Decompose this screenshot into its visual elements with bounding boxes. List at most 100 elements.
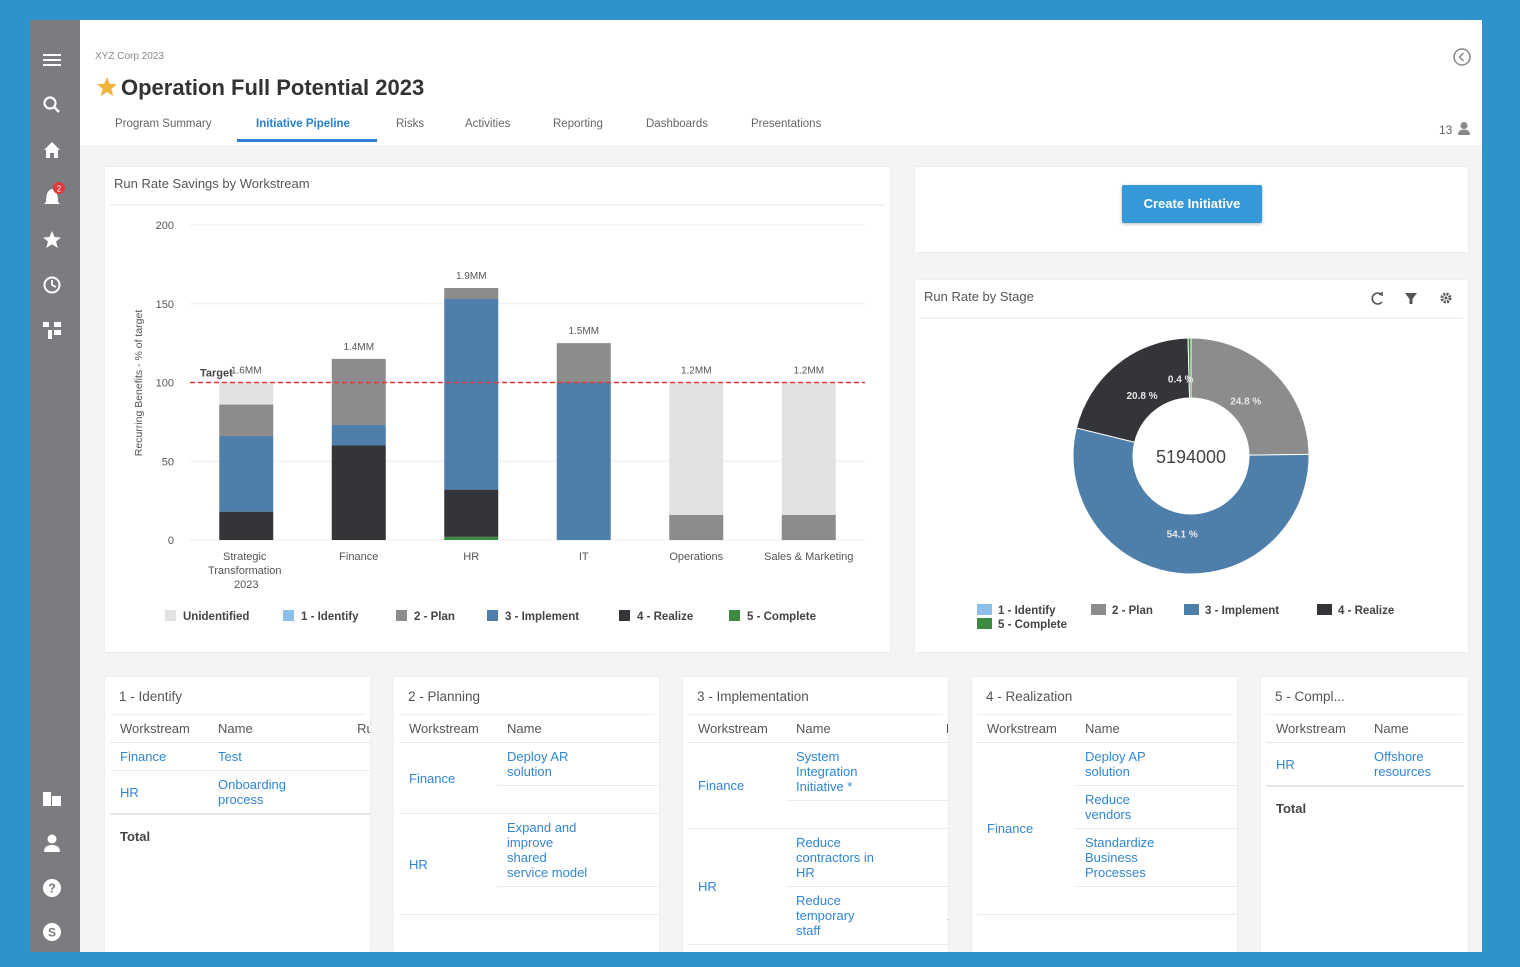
subtotal-cell: 156,0 [886, 800, 948, 829]
header-row: WorkstreamNameRun Ra [688, 715, 948, 743]
user-icon[interactable] [44, 834, 60, 853]
header-row: WorkstreamNameRun Rate [110, 715, 370, 743]
subtotal-cell: 500, [597, 785, 659, 814]
table-title: 5 - Compl... [1266, 677, 1463, 715]
value-cell: 86, [597, 813, 659, 887]
data-row: Standardize Business Processes480,0 [977, 828, 1237, 887]
page-title: Operation Full Potential 2023 [121, 75, 425, 100]
column-header[interactable]: Name [1364, 715, 1464, 743]
column-header[interactable]: Name [786, 715, 886, 743]
table-title: 1 - Identify [110, 677, 365, 715]
sidebar-icons: 2 ? S [43, 54, 65, 941]
data-row: Reduce temporary staff1,440,0 [688, 886, 948, 945]
table-panel: 3 - ImplementationWorkstreamNameRun RaFi… [683, 677, 948, 952]
empty-cell [497, 886, 597, 915]
subtotal-cell: 86, [597, 886, 659, 915]
name-link[interactable]: Reduce contractors in HR [786, 828, 886, 887]
total-cell: Total [1266, 785, 1464, 822]
subtotal-row: 720,0 [977, 886, 1237, 915]
value-cell [308, 742, 370, 771]
value-cell: 480,0 [1175, 828, 1237, 887]
favorites-icon[interactable] [43, 231, 61, 248]
name-link[interactable]: Test [208, 742, 308, 771]
workstream-cell: Finance [399, 742, 497, 814]
workstream-cell: Finance [688, 742, 786, 829]
tab[interactable]: Initiative Pipeline [256, 118, 350, 130]
value-cell: 156,0 [886, 742, 948, 801]
search-icon[interactable] [43, 96, 60, 113]
column-header[interactable]: Workstream [977, 715, 1075, 743]
value-cell: 120,0 [1175, 785, 1237, 829]
bar-chart-panel [105, 167, 890, 652]
header-row: Workstream Name [1266, 715, 1468, 743]
column-header[interactable]: Workstream [1266, 715, 1364, 743]
name-link[interactable]: Reduce vendors [1075, 785, 1175, 829]
column-header[interactable]: Name [497, 715, 597, 743]
badge-count: 2 [57, 185, 62, 194]
total-cell: Total [110, 813, 370, 850]
home-icon[interactable] [44, 142, 60, 158]
column-header[interactable]: Run I [597, 715, 659, 743]
tab[interactable]: Reporting [553, 118, 603, 130]
column-header[interactable]: Workstream [110, 715, 208, 743]
company-name: XYZ Corp 2023 [95, 51, 164, 62]
empty-cell [1075, 886, 1175, 915]
menu-icon[interactable] [43, 54, 61, 66]
create-initiative-button[interactable]: Create Initiative [1122, 185, 1262, 223]
app-icon[interactable]: S [43, 923, 61, 941]
value-cell: 12,0 [886, 828, 948, 887]
star-icon[interactable] [96, 76, 118, 98]
buildings-icon[interactable] [43, 792, 61, 806]
name-link[interactable]: Offshore resources [1364, 742, 1464, 787]
collapse-button[interactable] [1452, 47, 1472, 67]
name-link[interactable]: Onboarding process [208, 770, 308, 815]
column-header[interactable]: Run Rate [308, 715, 370, 743]
column-header[interactable]: Run R [1175, 715, 1237, 743]
workstream-cell: Finance [977, 742, 1075, 915]
sidebar: 2 ? S [30, 20, 80, 952]
name-link[interactable]: Standardize Business Processes [1075, 828, 1175, 887]
column-header[interactable]: Name [208, 715, 308, 743]
data-row: Finance Test [110, 742, 370, 771]
data-row: Reduce vendors120,0 [977, 785, 1237, 829]
name-link[interactable]: Reduce temporary staff [786, 886, 886, 945]
name-link[interactable]: Expand and improve shared service model [497, 813, 597, 887]
table-title: 2 - Planning [399, 677, 654, 715]
table-title: 3 - Implementation [688, 677, 943, 715]
column-header[interactable]: Workstream [688, 715, 786, 743]
subtotal-row: 86, [399, 886, 659, 915]
total-row: Total [1266, 785, 1468, 822]
subtotal-cell: 720,0 [1175, 886, 1237, 915]
column-header[interactable]: Workstream [399, 715, 497, 743]
tab[interactable]: Presentations [751, 118, 822, 130]
hierarchy-icon[interactable] [43, 322, 61, 339]
tab[interactable]: Program Summary [115, 118, 212, 130]
tab[interactable]: Dashboards [646, 118, 709, 130]
name-link[interactable]: System Integration Initiative * [786, 742, 886, 801]
tab[interactable]: Risks [396, 118, 425, 130]
table-title: 4 - Realization [977, 677, 1232, 715]
help-icon[interactable]: ? [43, 879, 61, 897]
badge [53, 182, 65, 194]
tab[interactable]: Activities [465, 118, 511, 130]
workstream-cell: HR [110, 770, 208, 815]
column-header[interactable]: Run Ra [886, 715, 948, 743]
name-link[interactable]: Deploy AP solution [1075, 742, 1175, 786]
name-link[interactable]: Deploy AR solution [497, 742, 597, 786]
user-count[interactable]: 13 [1439, 123, 1453, 137]
column-header[interactable]: Name [1075, 715, 1175, 743]
data-row: HR Expand and improve shared service mode… [399, 813, 659, 915]
value-cell [308, 770, 370, 815]
header-row: WorkstreamNameRun I [399, 715, 659, 743]
total-row: Total [110, 813, 370, 850]
history-icon[interactable] [43, 276, 61, 294]
subtotal-row: 156,0 [688, 800, 948, 829]
table-panel: 2 - PlanningWorkstreamNameRun IFinanceDe… [394, 677, 659, 952]
workstream-cell: HR [399, 813, 497, 915]
workstream-cell: HR [1266, 742, 1364, 787]
value-cell: 1,440,0 [886, 886, 948, 945]
empty-cell [497, 785, 597, 814]
